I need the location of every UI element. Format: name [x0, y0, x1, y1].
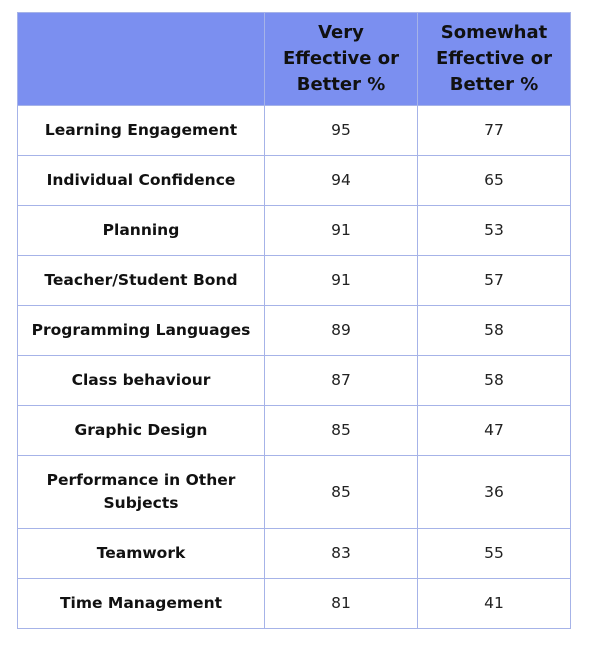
table-row: Planning 91 53 [17, 205, 571, 256]
table-row: Graphic Design 85 47 [17, 405, 571, 456]
header-very-effective: Very Effective or Better % [264, 12, 418, 106]
row-label: Time Management [17, 578, 265, 629]
somewhat-effective-value: 41 [417, 578, 571, 629]
table-row: Teamwork 83 55 [17, 528, 571, 579]
very-effective-value: 85 [264, 405, 418, 456]
very-effective-value: 91 [264, 255, 418, 306]
somewhat-effective-value: 77 [417, 105, 571, 156]
row-label: Individual Confidence [17, 155, 265, 206]
header-row: Very Effective or Better % Somewhat Effe… [17, 12, 571, 106]
row-label: Performance in Other Subjects [17, 455, 265, 529]
table-row: Learning Engagement 95 77 [17, 105, 571, 156]
very-effective-value: 83 [264, 528, 418, 579]
row-label: Graphic Design [17, 405, 265, 456]
table-row: Teacher/Student Bond 91 57 [17, 255, 571, 306]
very-effective-value: 91 [264, 205, 418, 256]
row-label: Programming Languages [17, 305, 265, 356]
somewhat-effective-value: 47 [417, 405, 571, 456]
somewhat-effective-value: 65 [417, 155, 571, 206]
table-row: Class behaviour 87 58 [17, 355, 571, 406]
row-label: Teacher/Student Bond [17, 255, 265, 306]
effectiveness-table: Very Effective or Better % Somewhat Effe… [17, 12, 571, 629]
somewhat-effective-value: 36 [417, 455, 571, 529]
somewhat-effective-value: 55 [417, 528, 571, 579]
very-effective-value: 81 [264, 578, 418, 629]
row-label: Planning [17, 205, 265, 256]
table-row: Programming Languages 89 58 [17, 305, 571, 356]
row-label: Class behaviour [17, 355, 265, 406]
somewhat-effective-value: 53 [417, 205, 571, 256]
header-somewhat-effective: Somewhat Effective or Better % [417, 12, 571, 106]
table-row: Individual Confidence 94 65 [17, 155, 571, 206]
very-effective-value: 95 [264, 105, 418, 156]
very-effective-value: 85 [264, 455, 418, 529]
table-row: Time Management 81 41 [17, 578, 571, 629]
row-label: Learning Engagement [17, 105, 265, 156]
table-row: Performance in Other Subjects 85 36 [17, 455, 571, 529]
very-effective-value: 94 [264, 155, 418, 206]
header-empty-cell [17, 12, 265, 106]
very-effective-value: 87 [264, 355, 418, 406]
somewhat-effective-value: 57 [417, 255, 571, 306]
somewhat-effective-value: 58 [417, 355, 571, 406]
somewhat-effective-value: 58 [417, 305, 571, 356]
row-label: Teamwork [17, 528, 265, 579]
very-effective-value: 89 [264, 305, 418, 356]
